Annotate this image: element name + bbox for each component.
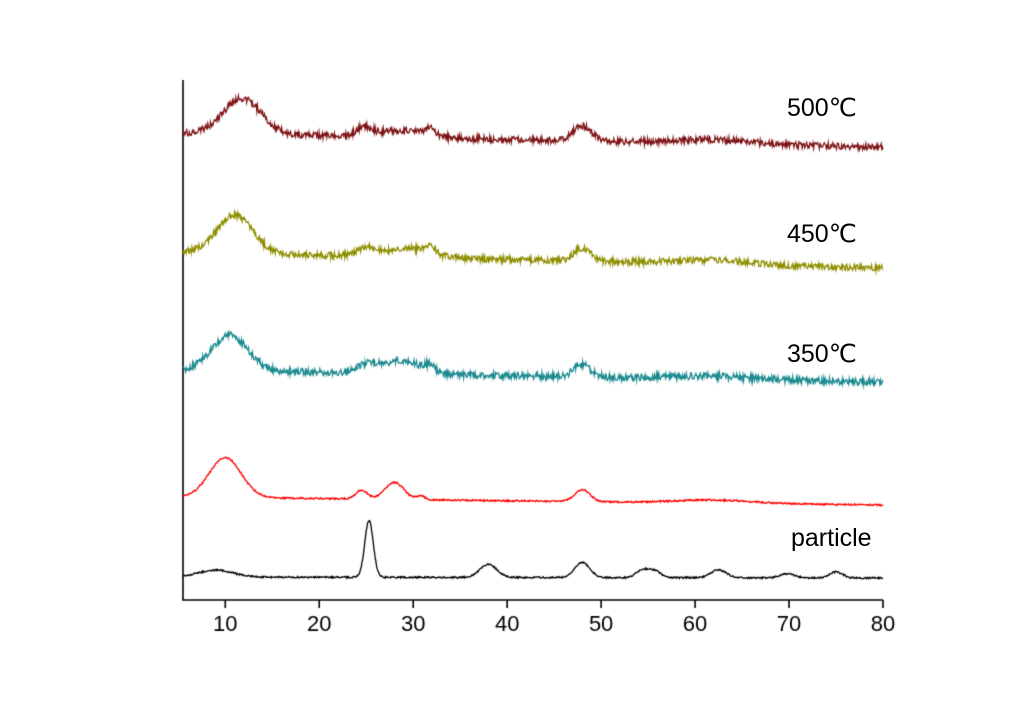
- series-label-450c: 450℃: [787, 220, 857, 248]
- series-label-particle: particle: [791, 524, 872, 552]
- series-label-350c: 350℃: [787, 340, 857, 368]
- series-label-500c: 500℃: [787, 94, 857, 122]
